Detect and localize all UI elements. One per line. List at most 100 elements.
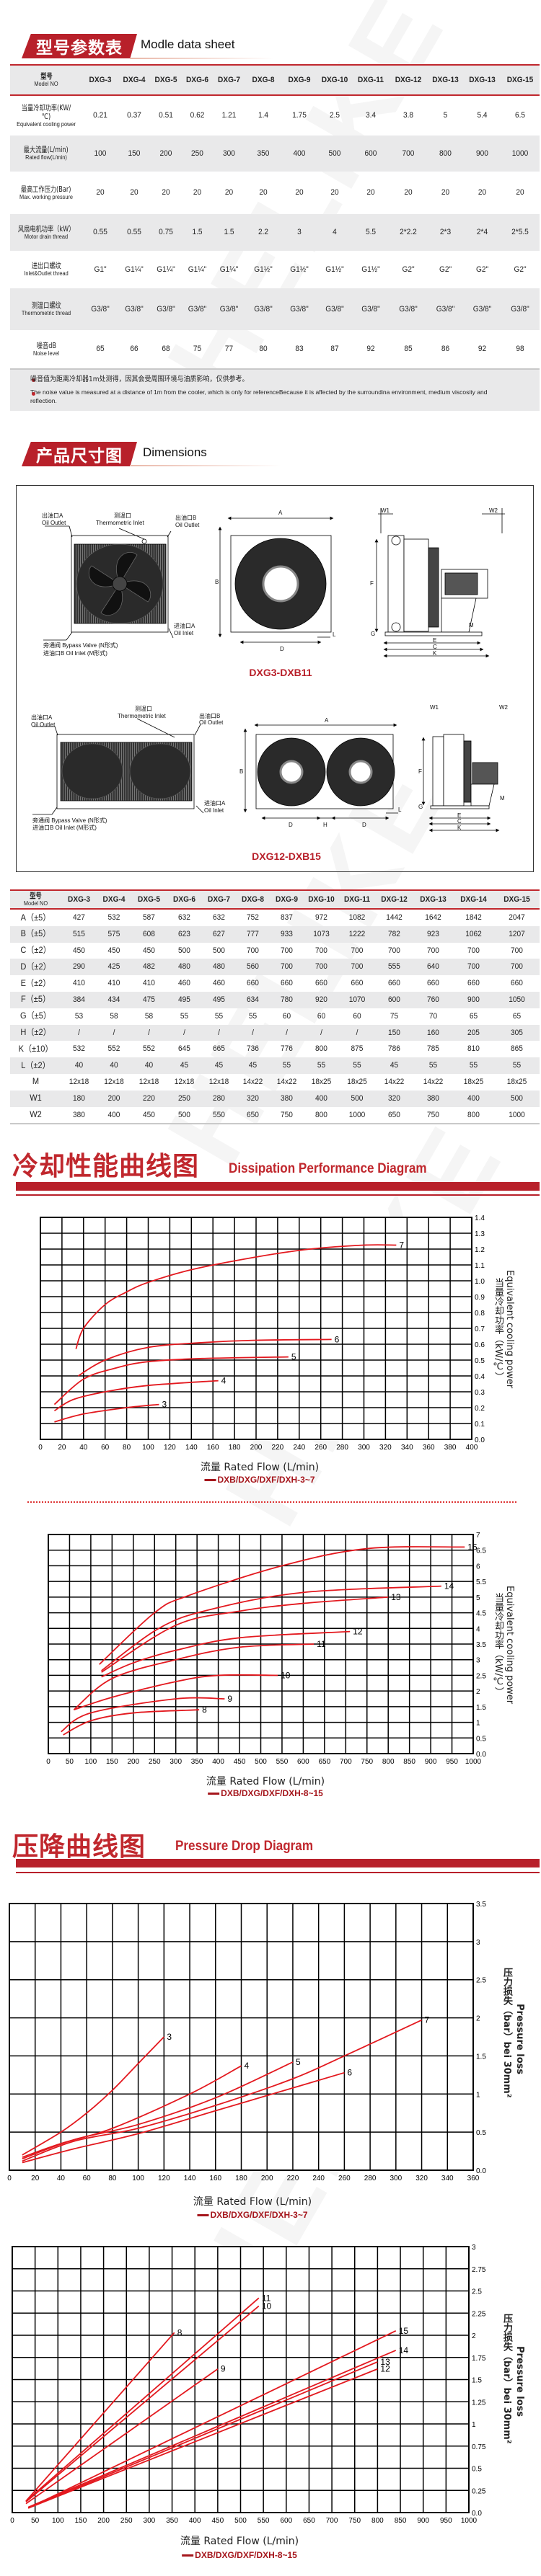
- dim-g: G: [371, 631, 375, 637]
- label-thermo-en: Thermometric Inlet: [118, 713, 166, 719]
- table-cell: 552: [143, 1044, 155, 1054]
- chart-4-x-tick-label: 800: [371, 2517, 384, 2525]
- label-outlet-b-cn: 出油口B: [199, 712, 220, 719]
- table-cell: 1062: [465, 929, 482, 938]
- chart-1-y-tick-label: 0.0: [475, 1436, 485, 1444]
- section-tag-model: 型号参数表: [22, 34, 137, 58]
- dim-b: B: [239, 768, 243, 775]
- chart-3-ylabel-en: Pressure loss: [514, 2004, 525, 2075]
- dim-f: F: [370, 580, 374, 587]
- row-label: 测温口螺纹 Thermometric thread: [13, 301, 79, 316]
- chart-1-x-tick-label: 340: [401, 1444, 413, 1452]
- chart-4-x-tick-label: 850: [395, 2517, 407, 2525]
- table-cell: G1¼": [125, 265, 144, 274]
- row-label: W1: [30, 1093, 42, 1103]
- table-cell: 786: [388, 1044, 400, 1054]
- table-cell: 12x18: [174, 1078, 195, 1087]
- chart-3-xlabel: 流量 Rated Flow (L/min): [193, 2196, 312, 2208]
- table-cell: 75: [193, 345, 202, 354]
- table-cell: 460: [178, 979, 190, 988]
- chart-4-x-tick-label: 0: [10, 2517, 14, 2525]
- table-cell: 1.21: [221, 111, 237, 120]
- dim-k: K: [433, 650, 437, 657]
- label-bypass: 旁通阀 Bypass Valve (N形式): [43, 641, 118, 649]
- chart-3-x-tick-label: 260: [338, 2175, 351, 2182]
- side-view-2: [421, 734, 500, 832]
- chart-1-x-tick-label: 220: [272, 1444, 284, 1452]
- table-cell: 75: [390, 1011, 399, 1021]
- chart-4-x-tick-label: 650: [303, 2517, 315, 2525]
- table-cell: 800: [315, 1044, 327, 1054]
- chart-4-x-tick-label: 300: [144, 2517, 156, 2525]
- table-cell: 410: [107, 979, 120, 988]
- note-en: The noise value is measured at a distanc…: [30, 388, 488, 404]
- dimension-drawings: 出油口A Oil Outlet 测温口 Thermometric Inlet 出…: [31, 507, 509, 832]
- chart-4-x-tick-label: 100: [52, 2517, 64, 2525]
- chart-3-x-tick-label: 240: [312, 2175, 325, 2182]
- chart-4-series-14-label: 14: [399, 2345, 409, 2355]
- table-cell: 495: [178, 995, 190, 1005]
- table-cell: 20: [130, 188, 138, 197]
- header-model: DXG-7: [218, 75, 240, 84]
- chart-2-series-10-line: [74, 1674, 278, 1711]
- chart-2-x-tick-label: 750: [361, 1758, 373, 1766]
- chart-2-y-tick-label: 0.0: [476, 1751, 486, 1759]
- chart-4-xlabel: 流量 Rated Flow (L/min): [180, 2536, 299, 2547]
- table-cell: 700: [281, 962, 293, 972]
- chart-4-x-tick-label: 750: [348, 2517, 361, 2525]
- table-cell: 750: [427, 1110, 439, 1119]
- chart-2-y-tick-label: 6.5: [476, 1547, 486, 1555]
- table-cell: 55: [180, 1011, 189, 1021]
- chart-2-y-tick-label: 4.5: [476, 1610, 486, 1618]
- table-cell: 1.4: [258, 111, 269, 120]
- chart-4-y-tick-label: 3: [472, 2244, 476, 2252]
- table-cell: G1½": [254, 265, 273, 274]
- table-cell: 83: [295, 345, 304, 354]
- table-cell: 480: [213, 962, 225, 972]
- chart-4-legend: DXB/DXG/DXF/DXH-8~15: [182, 2550, 297, 2560]
- section-title-dissipation-cn: 冷却性能曲线图: [12, 1152, 200, 1181]
- chart-2-ylabel-en: Equivalent cooling power: [504, 1586, 515, 1705]
- dim-e: E: [457, 812, 461, 819]
- chart-1-y-tick-label: 0.4: [475, 1373, 485, 1381]
- chart-3-ylabel-cn: 压力损失（bar）bei 30mm²: [501, 1968, 512, 2098]
- table-cell: 384: [73, 995, 85, 1005]
- header-model: DXG-3: [68, 894, 90, 904]
- chart-1-x-tick-label: 200: [250, 1444, 263, 1452]
- table-row: 风扇电机功率（kW） Motor drain thread 0.55 0.55 0.75…: [10, 214, 540, 251]
- table-cell: 475: [143, 995, 155, 1005]
- table-cell: 777: [247, 929, 259, 938]
- chart-3-series-6-label: 6: [347, 2068, 352, 2078]
- label-inlet-a-en: Oil Inlet: [174, 630, 194, 636]
- table-cell: 40: [144, 1061, 154, 1070]
- chart-1-legend-text: DXB/DXG/DXF/DXH-3~7: [217, 1475, 315, 1485]
- section-tag-dimensions: 产品尺寸图: [22, 442, 137, 466]
- table-cell: 660: [388, 979, 400, 988]
- row-label: 风扇电机功率（kW） Motor drain thread: [13, 225, 79, 240]
- table-cell: 1222: [348, 929, 366, 938]
- table-cell: 12x18: [138, 1078, 159, 1087]
- chart-4-x-tick-label: 400: [189, 2517, 201, 2525]
- chart-4-series-9-label: 9: [221, 2364, 226, 2374]
- dim-a: A: [325, 717, 329, 724]
- chart-3-x-tick-label: 300: [390, 2175, 402, 2182]
- row-label-cn: 最大流量(L/min): [23, 146, 69, 155]
- chart-1-y-tick-label: 0.3: [475, 1389, 485, 1397]
- table-header-row: 型号 Model NO DXG-3 DXG-4 DXG-5 DXG-6 DXG-7 DXG-8…: [10, 66, 540, 94]
- chart-2-x-tick-label: 800: [382, 1758, 395, 1766]
- chart-4: 0 50 100 150 200 250 300 350 400 450 500 550 600 650 7…: [10, 2244, 486, 2525]
- table-cell: 55: [282, 1061, 291, 1070]
- table-cell: 150: [128, 148, 141, 158]
- table-cell: 920: [315, 995, 327, 1005]
- chart-4-series-10-line: [25, 2305, 260, 2502]
- chart-1-x-tick-label: 20: [58, 1444, 66, 1452]
- label-thermo-cn: 测温口: [135, 706, 152, 712]
- table-cell: 700: [315, 962, 327, 972]
- table-cell: 2*5.5: [511, 228, 529, 237]
- table-cell: 320: [247, 1093, 259, 1103]
- table-cell: 58: [144, 1011, 154, 1021]
- table-cell: 45: [390, 1061, 399, 1070]
- table-cell: 6.5: [514, 111, 526, 120]
- table-cell: 20: [330, 188, 339, 197]
- table-cell: 0.62: [190, 111, 205, 120]
